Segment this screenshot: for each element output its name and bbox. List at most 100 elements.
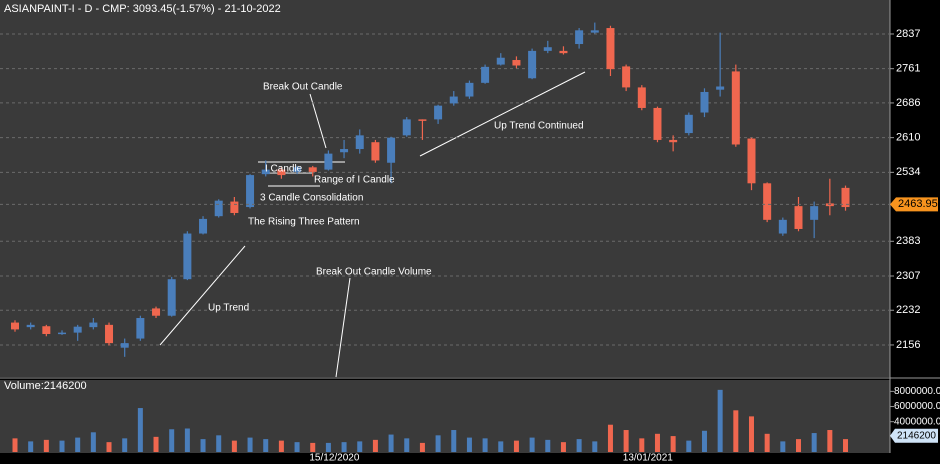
price-panel	[0, 0, 890, 377]
annotation: 3 Candle Consolidation	[260, 193, 363, 204]
volume-bar	[372, 439, 378, 452]
volume-bar	[733, 410, 739, 452]
candle-body	[481, 66, 490, 83]
volume-bar	[43, 439, 49, 452]
candle-body	[277, 169, 286, 176]
annotation: Break Out Candle	[263, 82, 343, 93]
y-tick-label: 2307	[896, 270, 920, 282]
volume-bar	[153, 436, 159, 452]
candle-body	[575, 30, 584, 45]
trend-line	[159, 245, 246, 346]
candle-body	[183, 233, 192, 280]
y-tick-label: 2610	[896, 132, 920, 144]
volume-bar	[764, 433, 770, 452]
candle-body	[387, 137, 396, 163]
volume-bar	[827, 430, 833, 452]
annotation: Up Trend Continued	[494, 121, 584, 132]
volume-bar	[623, 430, 629, 452]
price-tag-label: 2463.95	[898, 198, 938, 210]
annotation: Up Trend	[208, 303, 249, 314]
candle-body	[434, 105, 443, 120]
volume-bar	[28, 441, 34, 452]
volume-bar	[482, 438, 488, 452]
candle-body	[324, 153, 333, 170]
annotation: The Rising Three Pattern	[248, 217, 360, 228]
y-tick-label: 2761	[896, 63, 920, 75]
candle-body	[293, 167, 302, 172]
y-tick-label: 2383	[896, 235, 920, 247]
y-tick-label: 2837	[896, 28, 920, 40]
candle-body	[841, 187, 850, 208]
candle-body	[716, 86, 725, 90]
candle-body	[105, 324, 114, 344]
volume-bar	[341, 442, 347, 452]
y-tick-label: 2156	[896, 339, 920, 351]
volume-bar	[529, 437, 535, 452]
candle-body	[246, 175, 255, 208]
candle-body	[152, 308, 161, 316]
candle-body	[26, 324, 35, 328]
volume-bar	[670, 436, 676, 452]
candle-body	[230, 201, 239, 213]
candle-body	[763, 183, 772, 220]
volume-bar	[701, 430, 707, 452]
volume-tag-label: 2146200	[897, 430, 936, 441]
volume-bar	[451, 430, 457, 452]
volume-tag	[890, 428, 938, 443]
candle-body	[371, 142, 380, 161]
candle-body	[89, 322, 98, 328]
volume-bar	[639, 438, 645, 452]
candle-body	[308, 167, 317, 172]
volume-bar	[843, 439, 849, 452]
volume-bar	[545, 439, 551, 452]
volume-bar	[325, 442, 331, 452]
volume-bar	[122, 438, 128, 452]
y-tick-label: 6000000.00	[894, 401, 940, 412]
candle-body	[590, 30, 599, 33]
candle-body	[340, 149, 349, 153]
volume-bar	[435, 435, 441, 452]
volume-bar	[216, 435, 222, 452]
volume-bar	[780, 441, 786, 452]
volume-bar	[513, 440, 519, 452]
candle-body	[199, 218, 208, 234]
candle-body	[653, 107, 662, 140]
volume-bar	[263, 439, 269, 452]
volume-bar	[607, 424, 613, 452]
candle-body	[778, 219, 787, 234]
volume-bar	[576, 439, 582, 452]
candle-body	[58, 332, 67, 335]
y-tick-label: 2534	[896, 166, 920, 178]
candle-body	[700, 91, 709, 113]
candle-body	[214, 200, 223, 217]
candle-body	[355, 135, 364, 150]
candle-body	[11, 322, 19, 330]
y-tick-label: 8000000.00	[894, 386, 940, 397]
volume-bar	[466, 437, 472, 452]
candle-body	[606, 28, 615, 70]
x-tick-label: 15/12/2020	[309, 453, 359, 464]
volume-bar	[419, 442, 425, 452]
y-tick-label: 2232	[896, 304, 920, 316]
volume-bar	[748, 416, 754, 452]
candle-body	[261, 169, 270, 175]
annotation: I Candle	[265, 164, 303, 175]
volume-bar	[388, 434, 394, 452]
volume-bar	[59, 440, 65, 452]
candle-body	[418, 119, 427, 121]
candle-body	[449, 96, 458, 104]
volume-bar	[12, 438, 18, 452]
volume-bar	[654, 433, 660, 452]
chart-title: ASIANPAINT-I - D - CMP: 3093.45(-1.57%) …	[4, 3, 281, 15]
candle-body	[402, 119, 411, 136]
trend-line	[419, 71, 586, 157]
candle-body	[496, 57, 505, 65]
candle-body	[559, 50, 568, 54]
volume-bar	[357, 441, 363, 452]
volume-bar	[90, 432, 96, 452]
candle-body	[684, 114, 693, 134]
candle-body	[120, 343, 129, 348]
volume-bar	[106, 442, 112, 452]
volume-bar	[231, 440, 237, 452]
pointer-line	[335, 277, 351, 378]
